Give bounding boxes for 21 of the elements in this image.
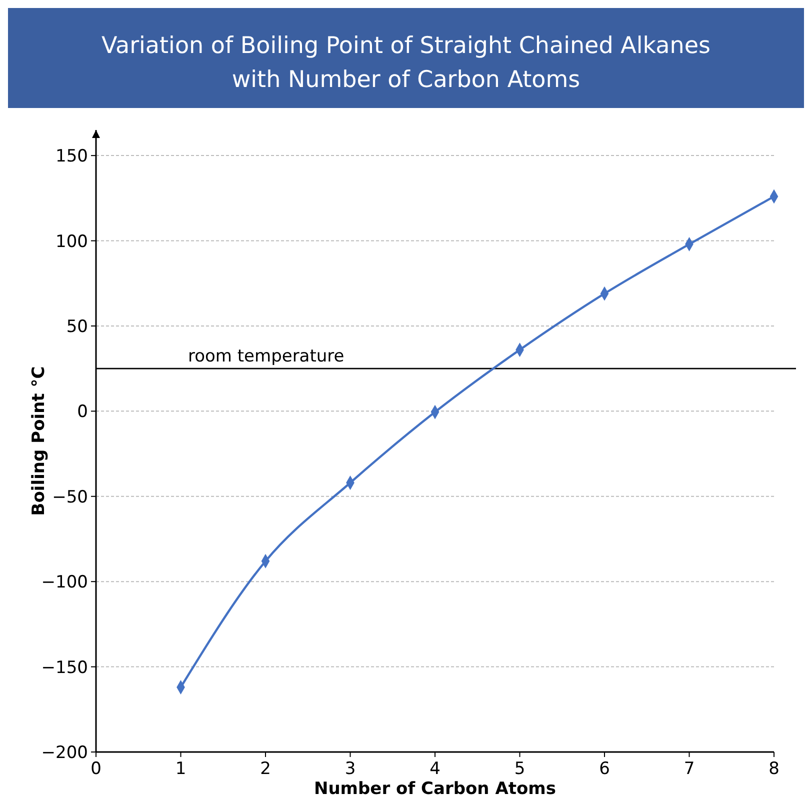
x-tick-label: 2 <box>260 759 271 779</box>
x-tick-label: 7 <box>684 759 695 779</box>
x-tick-label: 1 <box>175 759 186 779</box>
chart-title: Variation of Boiling Point of Straight Chained Alkanes with Number of Carbon Atoms <box>102 33 710 93</box>
x-tick-label: 8 <box>768 759 780 779</box>
ref-line-label: room temperature <box>188 346 344 367</box>
y-tick-label: −100 <box>41 572 88 593</box>
y-tick-label: −50 <box>52 487 88 508</box>
x-axis-title: Number of Carbon Atoms <box>314 779 556 799</box>
y-axis-title: Boiling Point °C <box>29 366 49 516</box>
x-tick-label: 6 <box>599 759 610 779</box>
x-tick-label: 0 <box>90 759 102 779</box>
x-tick-label: 4 <box>430 759 440 779</box>
y-tick-label: 100 <box>56 232 88 252</box>
y-tick-label: 150 <box>56 146 88 167</box>
y-tick-label: −150 <box>41 658 88 678</box>
y-tick-label: 50 <box>66 316 88 337</box>
x-tick-label: 5 <box>514 759 526 779</box>
y-tick-label: 0 <box>77 402 88 422</box>
x-tick-label: 3 <box>344 759 356 779</box>
y-tick-label: −200 <box>41 743 88 763</box>
